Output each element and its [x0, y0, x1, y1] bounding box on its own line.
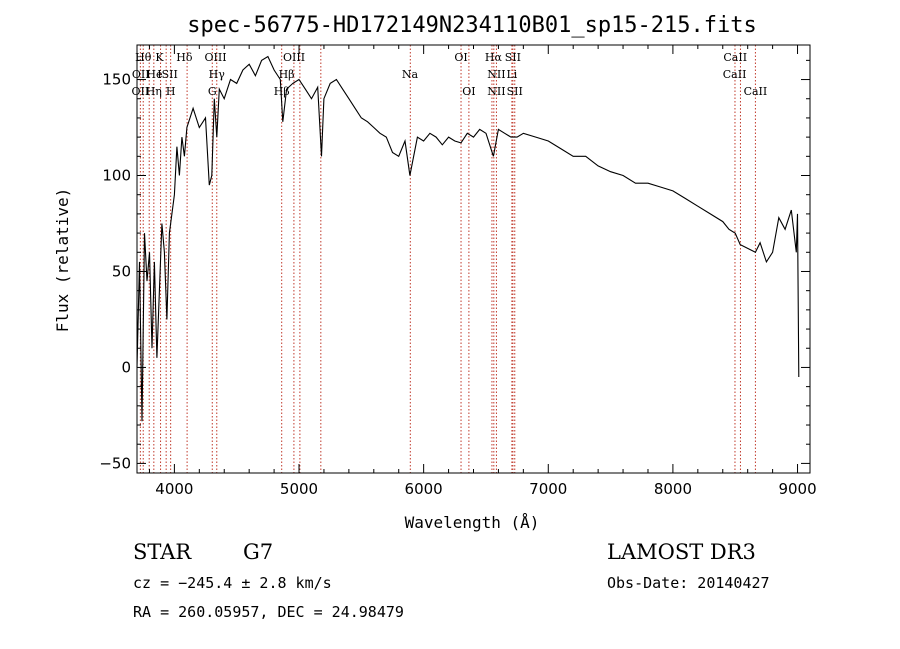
x-tick-label: 9000	[778, 480, 816, 498]
y-tick-label: 0	[121, 358, 131, 376]
line-marker-label: Hβ	[279, 68, 295, 81]
x-tick-label: 7000	[529, 480, 567, 498]
redshift-cz: cz = −245.4 ± 2.8 km/s	[133, 574, 332, 592]
spectral-subclass: G7	[243, 540, 274, 564]
y-tick-label: −50	[99, 454, 131, 472]
line-marker-label: Li	[506, 68, 517, 81]
y-axis-label: Flux (relative)	[53, 188, 72, 333]
line-marker-label: SII	[507, 85, 523, 98]
line-marker-label: NII	[487, 85, 505, 98]
line-marker-label: SII	[505, 51, 521, 64]
line-marker-label: OIII	[204, 51, 226, 64]
chart-title: spec-56775-HD172149N234110B01_sp15-215.f…	[187, 13, 757, 38]
line-marker-label: NII	[487, 68, 505, 81]
x-tick-label: 4000	[155, 480, 193, 498]
line-marker-label: OII	[132, 85, 150, 98]
line-marker-label: OII	[132, 68, 150, 81]
line-marker-label: Hη	[146, 85, 162, 98]
x-tick-label: 6000	[405, 480, 443, 498]
line-marker-label: Na	[402, 68, 419, 81]
line-marker-label: Hθ	[135, 51, 152, 64]
y-tick-label: 100	[102, 167, 131, 185]
plot-frame	[136, 44, 811, 474]
observation-date: Obs-Date: 20140427	[607, 574, 770, 592]
line-marker-label: K	[155, 51, 164, 64]
line-marker-label: CaII	[744, 85, 768, 98]
x-axis-ticks: 4000 5000 6000 7000 8000 9000	[148, 45, 817, 498]
line-marker-label: Hα	[485, 51, 503, 64]
y-tick-label: 150	[102, 71, 131, 89]
y-axis-ticks: −50 0 50 100 150	[99, 59, 810, 472]
line-marker-label: OI	[462, 85, 475, 98]
line-marker-label: Hδ	[176, 51, 193, 64]
y-tick-label: 50	[112, 262, 131, 280]
line-marker-label: OI	[454, 51, 467, 64]
coordinates: RA = 260.05957, DEC = 24.98479	[133, 603, 404, 621]
survey-name: LAMOST DR3	[607, 540, 756, 564]
object-type: STAR	[133, 540, 192, 564]
spectrum-line	[136, 55, 800, 422]
line-marker-label: OIII	[283, 51, 305, 64]
line-marker-label: G	[208, 85, 217, 98]
x-axis-label: Wavelength (Å)	[405, 513, 540, 532]
line-marker-label: ISII	[157, 68, 178, 81]
line-marker-label: CaII	[723, 68, 747, 81]
line-marker-label: H	[166, 85, 176, 98]
x-tick-label: 8000	[654, 480, 692, 498]
line-marker-label: CaII	[723, 51, 747, 64]
x-tick-label: 5000	[280, 480, 318, 498]
spectral-line-markers	[139, 45, 756, 473]
line-marker-label: He	[146, 68, 162, 81]
line-marker-label: Hγ	[209, 68, 226, 81]
